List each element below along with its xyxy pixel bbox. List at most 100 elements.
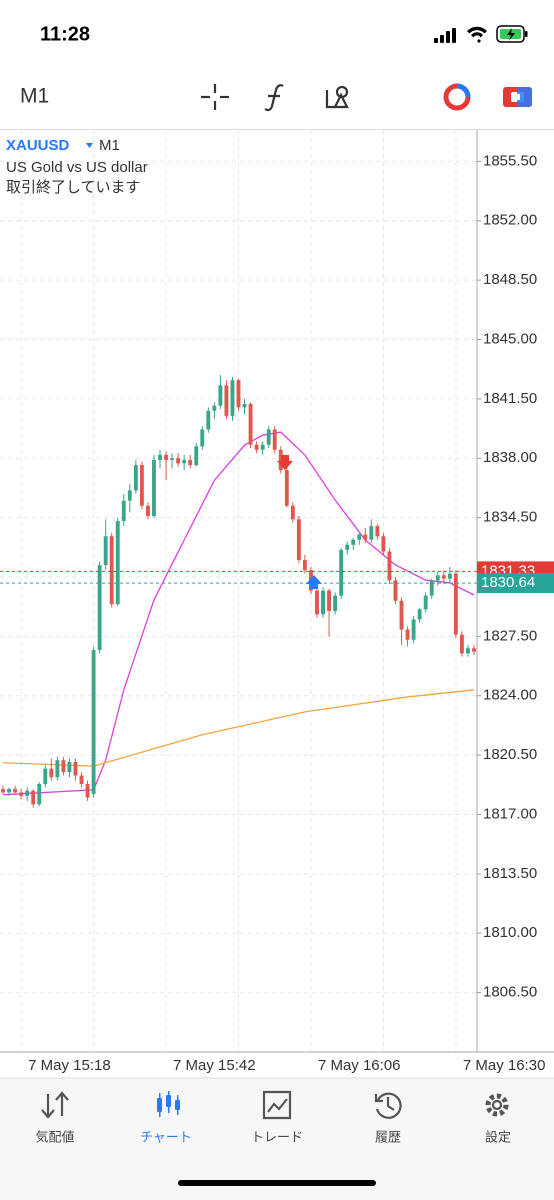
candle-body <box>158 454 162 460</box>
candle-body <box>399 600 404 630</box>
x-tick-label: 7 May 16:30 <box>463 1057 546 1074</box>
y-tick-label: 1810.00 <box>483 924 537 941</box>
candle-body <box>381 536 386 552</box>
nav-label[interactable]: 設定 <box>485 1129 511 1144</box>
candle-body <box>387 551 392 581</box>
candle-body <box>472 648 476 652</box>
nav-label[interactable]: チャート <box>140 1129 192 1144</box>
axes: 1855.50 1852.00 1848.50 1845.00 1841.50 1838.… <box>0 130 554 1074</box>
indicator-button[interactable] <box>264 84 284 112</box>
candle-body <box>25 790 30 796</box>
nav-labels: 気配値 チャート トレード 履歴 設定 <box>35 1129 511 1144</box>
candle-body <box>230 380 235 416</box>
candle-body <box>254 444 259 450</box>
candle-body <box>145 505 150 516</box>
y-tick-label: 1817.00 <box>483 805 537 822</box>
candle-body <box>139 465 144 506</box>
x-tick-label: 7 May 15:42 <box>173 1057 256 1074</box>
y-tick-label: 1806.50 <box>483 984 537 1001</box>
candle-body <box>339 549 344 596</box>
grid <box>0 130 477 1052</box>
y-tick-label: 1841.50 <box>483 390 537 407</box>
candle-body <box>121 500 126 522</box>
toolbar-timeframe[interactable]: M1 <box>20 85 49 108</box>
bottom-nav <box>0 1078 554 1200</box>
indicator-line <box>2 431 475 796</box>
x-tick-label: 7 May 15:18 <box>28 1057 111 1074</box>
candle-body <box>43 768 48 784</box>
plot-area <box>0 375 477 808</box>
candle-body <box>260 444 265 450</box>
candle-body <box>266 429 271 445</box>
y-tick-label: 1834.50 <box>483 509 537 526</box>
candle-body <box>164 454 168 460</box>
y-tick-label: 1824.00 <box>483 687 537 704</box>
candle-body <box>284 470 289 506</box>
candle-body <box>417 609 422 620</box>
nav-label[interactable]: 履歴 <box>375 1129 401 1144</box>
candle-body <box>429 580 434 596</box>
candle-body <box>61 760 66 773</box>
candle-body <box>224 385 229 416</box>
candle-body <box>176 458 181 464</box>
chart-icon[interactable] <box>157 1091 180 1117</box>
candle-body <box>7 789 11 793</box>
candle-body <box>321 590 325 615</box>
nav-label[interactable]: 気配値 <box>35 1129 74 1144</box>
objects-button[interactable] <box>325 85 349 109</box>
y-tick-label: 1813.50 <box>483 865 537 882</box>
y-tick-label: 1838.00 <box>483 449 537 466</box>
candle-body <box>1 789 5 793</box>
candle-body <box>248 403 253 445</box>
candle-body <box>170 458 175 460</box>
candle-body <box>369 526 374 540</box>
candle-body <box>351 539 356 545</box>
candle-body <box>212 405 217 411</box>
symbol[interactable]: XAUUSD <box>6 137 70 154</box>
symbol-description: US Gold vs US dollar <box>6 159 148 176</box>
candle-body <box>327 590 332 611</box>
candle-body <box>97 565 102 650</box>
price-label: 1830.64 <box>481 574 535 591</box>
candle-body <box>423 595 428 610</box>
candle-body <box>375 526 380 537</box>
candle-body <box>67 761 72 773</box>
candle-body <box>315 590 319 615</box>
candle-body <box>19 792 24 796</box>
candle-body <box>441 575 446 579</box>
settings-icon[interactable] <box>485 1093 509 1117</box>
candle-body <box>302 560 307 571</box>
indicator-line <box>2 689 475 767</box>
candle-body <box>182 459 187 464</box>
y-tick-label: 1852.00 <box>483 212 537 229</box>
candle-body <box>278 449 283 471</box>
status-time: 11:28 <box>40 23 90 45</box>
y-tick-label: 1848.50 <box>483 271 537 288</box>
candle-body <box>296 519 301 561</box>
nav-label[interactable]: トレード <box>251 1129 303 1144</box>
candle-body <box>290 505 295 520</box>
candle-body <box>194 446 199 466</box>
y-tick-label: 1845.00 <box>483 330 537 347</box>
y-tick-label: 1827.50 <box>483 627 537 644</box>
candle-body <box>49 768 54 778</box>
candle-body <box>435 575 440 581</box>
trade-button[interactable] <box>503 87 532 107</box>
candle-body <box>103 536 108 566</box>
symbol-dropdown[interactable] <box>86 143 93 148</box>
candle-body <box>13 789 18 793</box>
account-button[interactable] <box>443 83 471 111</box>
crosshair-button[interactable] <box>201 84 229 110</box>
candle-body <box>206 410 211 430</box>
candle-body <box>272 429 277 450</box>
candle-body <box>200 429 205 447</box>
quotes-icon[interactable] <box>41 1091 69 1119</box>
candle-body <box>31 790 36 805</box>
trade-icon[interactable] <box>262 1090 292 1120</box>
candle-body <box>152 459 156 516</box>
candle-body <box>85 783 90 798</box>
history-icon[interactable] <box>374 1092 402 1119</box>
x-tick-label: 7 May 16:06 <box>318 1057 401 1074</box>
